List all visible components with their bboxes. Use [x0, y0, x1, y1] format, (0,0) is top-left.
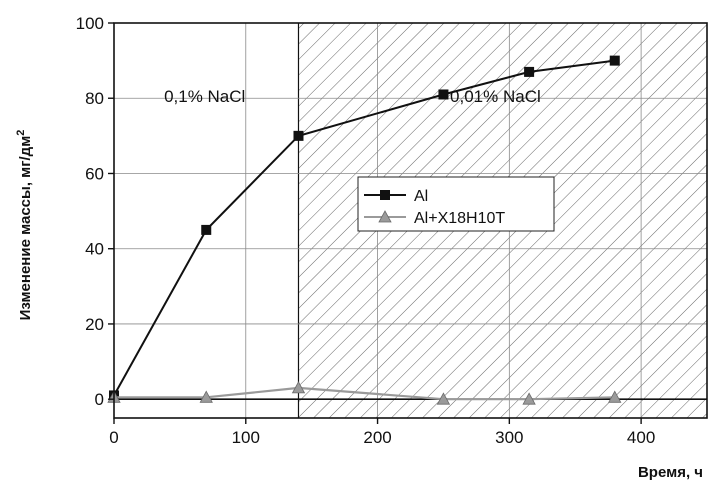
- series-line: [113, 59, 615, 396]
- data-point: [522, 392, 536, 405]
- x-axis-title: Время, ч: [638, 464, 703, 481]
- y-axis-title-main: Изменение массы, мг/дм: [17, 136, 34, 321]
- region-label: 0,01% NaCl: [450, 87, 541, 106]
- y-axis-title-sup: 2: [15, 130, 27, 136]
- x-tick-label: 100: [232, 428, 260, 447]
- data-point: [201, 224, 212, 235]
- y-axis-title: Изменение массы, мг/дм2: [15, 130, 34, 321]
- legend-items: Al Al+X18H10T: [364, 188, 505, 227]
- x-tick-label: 0: [109, 428, 118, 447]
- data-point: [293, 130, 304, 141]
- x-tick-label: 300: [495, 428, 523, 447]
- legend-label: Al: [414, 188, 428, 205]
- series-line: [114, 386, 615, 401]
- x-tick-label: 400: [627, 428, 655, 447]
- legend-item-2: Al+X18H10T: [364, 210, 505, 227]
- legend-label: Al+X18H10T: [414, 210, 505, 227]
- y-tick-label: 20: [85, 315, 104, 334]
- data-point: [438, 89, 449, 100]
- y-tick-label: 60: [85, 164, 104, 183]
- legend: Al Al+X18H10T: [357, 176, 555, 232]
- data-point: [291, 381, 306, 394]
- data-point: [608, 390, 622, 403]
- legend-marker: [378, 210, 392, 223]
- data-point: [199, 390, 213, 403]
- data-point: [436, 392, 451, 405]
- y-tick-label: 80: [85, 89, 104, 108]
- y-tick-label: 100: [76, 14, 104, 33]
- legend-marker: [380, 190, 390, 200]
- y-tick-label: 0: [95, 390, 104, 409]
- legend-item-1: Al: [364, 188, 428, 205]
- region-label-layer: 0,1% NaCl 0,01% NaCl: [164, 87, 541, 106]
- tick-layer: 0 100 200 300 400 0 20 40 60 80 100: [76, 14, 656, 447]
- data-point: [524, 66, 535, 77]
- region-label: 0,1% NaCl: [164, 87, 245, 106]
- y-tick-label: 40: [85, 240, 104, 259]
- series-layer: [107, 55, 622, 405]
- data-point: [609, 55, 620, 66]
- x-tick-label: 200: [363, 428, 391, 447]
- plot-frame: [113, 22, 708, 419]
